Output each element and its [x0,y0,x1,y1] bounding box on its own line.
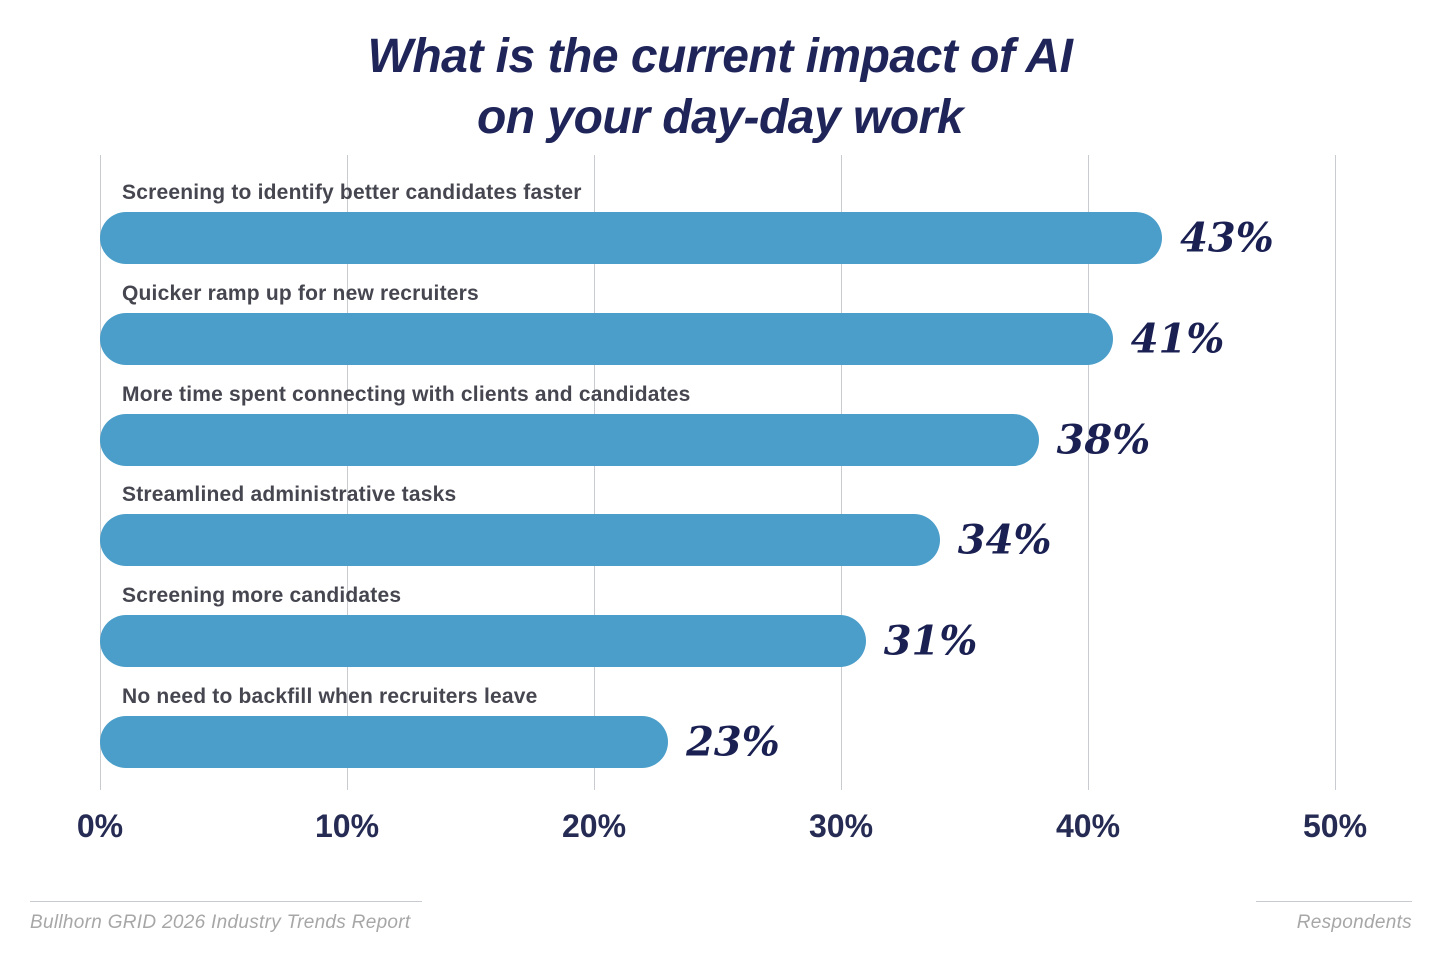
chart-title-line-1: What is the current impact of AI [367,30,1073,83]
bar-track: 41% [100,312,1335,365]
bar-track: 38% [100,413,1335,466]
plot-area: Screening to identify better candidates … [100,155,1336,790]
footer-divider-right [1256,901,1412,902]
category-label: No need to backfill when recruiters leav… [122,685,538,708]
gridline [1335,155,1336,790]
bar-track: 23% [100,716,1335,768]
gridline [1088,155,1089,790]
bar [100,312,1113,365]
x-tick-label: 10% [314,808,380,844]
bar [100,212,1163,264]
gridline [347,155,348,790]
category-label: Screening to identify better candidates … [122,181,582,204]
x-tick-label: 40% [1055,808,1121,844]
value-label: 41% [1130,315,1225,363]
x-tick-label: 0% [76,808,124,844]
bar [100,413,1039,466]
bar-row: Quicker ramp up for new recruiters 41% [100,282,1335,365]
footer-respondents: Respondents [1256,901,1412,934]
bar-track: 43% [100,212,1335,264]
bar-row: More time spent connecting with clients … [100,383,1335,466]
source-caption: Bullhorn GRID 2026 Industry Trends Repor… [30,912,411,933]
respondents-caption: Respondents [1296,912,1412,933]
footer-divider-left [30,901,422,902]
x-axis: 0% 10% 20% 30% 40% 50% [77,808,1367,856]
bar-track: 34% [100,514,1335,567]
footer-source: Bullhorn GRID 2026 Industry Trends Repor… [30,901,422,934]
gridline [100,155,101,790]
bar-row: Streamlined administrative tasks 34% [100,483,1335,567]
category-label: Screening more candidates [122,584,402,608]
gridline [594,155,595,790]
bar [100,514,940,567]
value-label: 31% [883,617,978,665]
bar [100,716,669,768]
bar-row: Screening more candidates 31% [100,584,1335,668]
x-tick-label: 50% [1302,808,1368,844]
value-label: 23% [686,718,780,766]
chart-title-line-2: on your day-day work [476,91,964,145]
category-label: More time spent connecting with clients … [122,382,691,406]
x-tick-label: 20% [561,808,627,844]
bar-row: Screening to identify better candidates … [100,181,1335,264]
x-tick-label: 30% [808,808,874,844]
bar-row: No need to backfill when recruiters leav… [100,685,1335,768]
value-label: 38% [1056,416,1151,464]
bar-track: 31% [100,615,1335,668]
value-label: 43% [1180,214,1274,262]
gridline [841,155,842,790]
bar [100,615,866,668]
category-label: Streamlined administrative tasks [122,483,457,507]
chart-title: What is the current impact of AI on your… [0,26,1440,149]
category-label: Quicker ramp up for new recruiters [122,281,479,305]
value-label: 34% [957,516,1052,564]
